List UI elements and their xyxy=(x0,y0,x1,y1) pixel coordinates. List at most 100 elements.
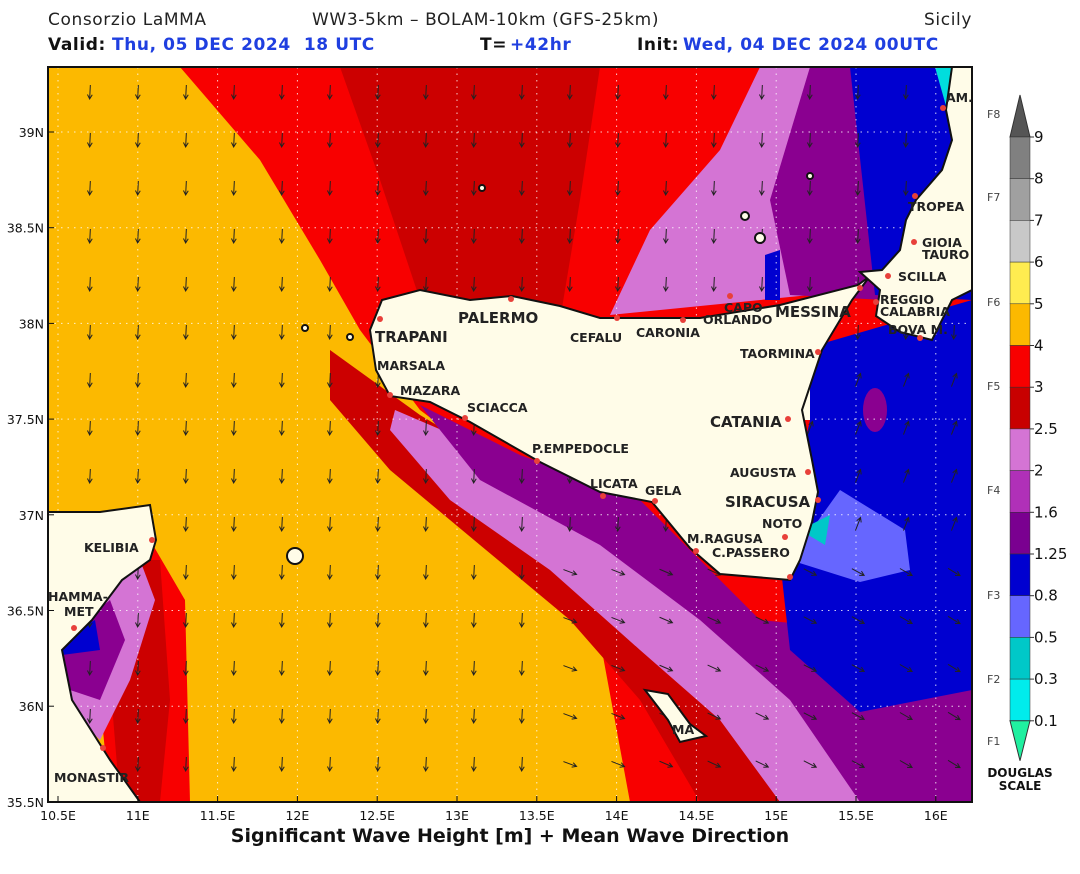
arrow xyxy=(279,708,285,725)
arrow xyxy=(279,132,285,149)
arrow xyxy=(950,372,958,387)
arrow xyxy=(327,708,333,725)
douglas-label: F4 xyxy=(987,484,1000,497)
arrow xyxy=(807,180,813,197)
arrow xyxy=(899,568,913,577)
arrow xyxy=(87,84,93,101)
lat-label: 38N xyxy=(19,316,44,331)
place-marker xyxy=(508,296,514,302)
place-marker xyxy=(680,317,686,323)
arrow xyxy=(567,228,573,245)
arrow xyxy=(279,756,285,773)
wave-direction-arrows xyxy=(87,84,961,773)
lat-label: 37.5N xyxy=(7,412,44,427)
lon-label: 14.5E xyxy=(679,808,715,823)
arrow xyxy=(659,616,674,624)
arrow xyxy=(423,516,429,533)
colorbar-label: 2.5 xyxy=(1034,420,1058,438)
arrow xyxy=(851,712,866,720)
init-time: Wed, 04 DEC 2024 00UTC xyxy=(683,35,939,55)
arrow xyxy=(707,664,722,672)
arrow xyxy=(375,468,381,485)
valid-time: Thu, 05 DEC 2024 18 UTC xyxy=(112,35,375,55)
arrow xyxy=(759,180,765,197)
colorbar-label: 4 xyxy=(1034,337,1044,355)
arrow xyxy=(327,324,333,341)
colorbar-label: 8 xyxy=(1034,170,1044,188)
arrow xyxy=(135,660,141,677)
arrow xyxy=(854,372,862,387)
arrow xyxy=(231,756,237,773)
arrow xyxy=(375,564,381,581)
map-frame xyxy=(47,66,973,803)
arrow xyxy=(855,324,861,341)
arrow xyxy=(327,660,333,677)
arrow xyxy=(135,84,141,101)
place-label: SCILLA xyxy=(898,269,947,284)
place-marker xyxy=(782,534,788,540)
arrow xyxy=(471,276,477,293)
place-marker xyxy=(815,497,821,503)
place-label: AM. xyxy=(946,90,973,105)
arrow xyxy=(375,84,381,101)
lon-label: 13E xyxy=(445,808,469,823)
arrow xyxy=(471,468,477,485)
arrow xyxy=(899,616,913,625)
arrow xyxy=(807,228,813,245)
arrow xyxy=(135,324,141,341)
colorbar-bottom xyxy=(1009,720,1031,761)
arrow xyxy=(851,616,866,624)
arrow xyxy=(567,132,573,149)
place-marker xyxy=(727,293,733,299)
arrow xyxy=(231,372,237,389)
lon-label: 15.5E xyxy=(838,808,874,823)
douglas-label: F7 xyxy=(987,191,1000,204)
sicily xyxy=(368,275,871,582)
arrow xyxy=(231,132,237,149)
colorbar-segment xyxy=(1009,178,1031,221)
arrow xyxy=(951,324,957,341)
arrow xyxy=(899,664,913,673)
place-marker xyxy=(149,537,155,543)
colorbar-label: 7 xyxy=(1034,211,1044,229)
arrow xyxy=(279,468,285,485)
arrow xyxy=(659,760,674,768)
arrow xyxy=(279,276,285,293)
place-marker xyxy=(652,498,658,504)
arrow xyxy=(659,664,674,672)
douglas-caption: DOUGLAS xyxy=(987,766,1052,780)
place-marker xyxy=(693,548,699,554)
place-label: ORLANDO xyxy=(703,312,772,327)
arrow xyxy=(519,516,525,533)
colorbar-segment xyxy=(1009,470,1031,513)
arrow xyxy=(471,756,477,773)
arrow xyxy=(663,84,669,101)
arrow xyxy=(519,468,525,485)
arrow xyxy=(711,228,717,245)
douglas-label: F1 xyxy=(987,735,1000,748)
arrow xyxy=(423,420,429,437)
arrow xyxy=(471,228,477,245)
place-label: CARONIA xyxy=(636,325,700,340)
arrow xyxy=(87,228,93,245)
arrow xyxy=(950,516,958,531)
arrow xyxy=(471,180,477,197)
lon-label: 13.5E xyxy=(519,808,555,823)
arrow xyxy=(327,132,333,149)
arrow xyxy=(471,132,477,149)
arrow xyxy=(231,468,237,485)
colorbar-label: 0.8 xyxy=(1034,587,1058,605)
island xyxy=(478,184,486,192)
place-label: CEFALU xyxy=(570,330,622,345)
arrow xyxy=(855,84,861,101)
arrow xyxy=(375,180,381,197)
colorbar-segment xyxy=(1009,595,1031,638)
arrow xyxy=(87,660,93,677)
arrow xyxy=(183,612,189,629)
place-label: CATANIA xyxy=(710,413,782,431)
arrow xyxy=(183,132,189,149)
arrow xyxy=(755,712,770,720)
arrow xyxy=(851,568,866,576)
colorbar-segment xyxy=(1009,261,1031,305)
